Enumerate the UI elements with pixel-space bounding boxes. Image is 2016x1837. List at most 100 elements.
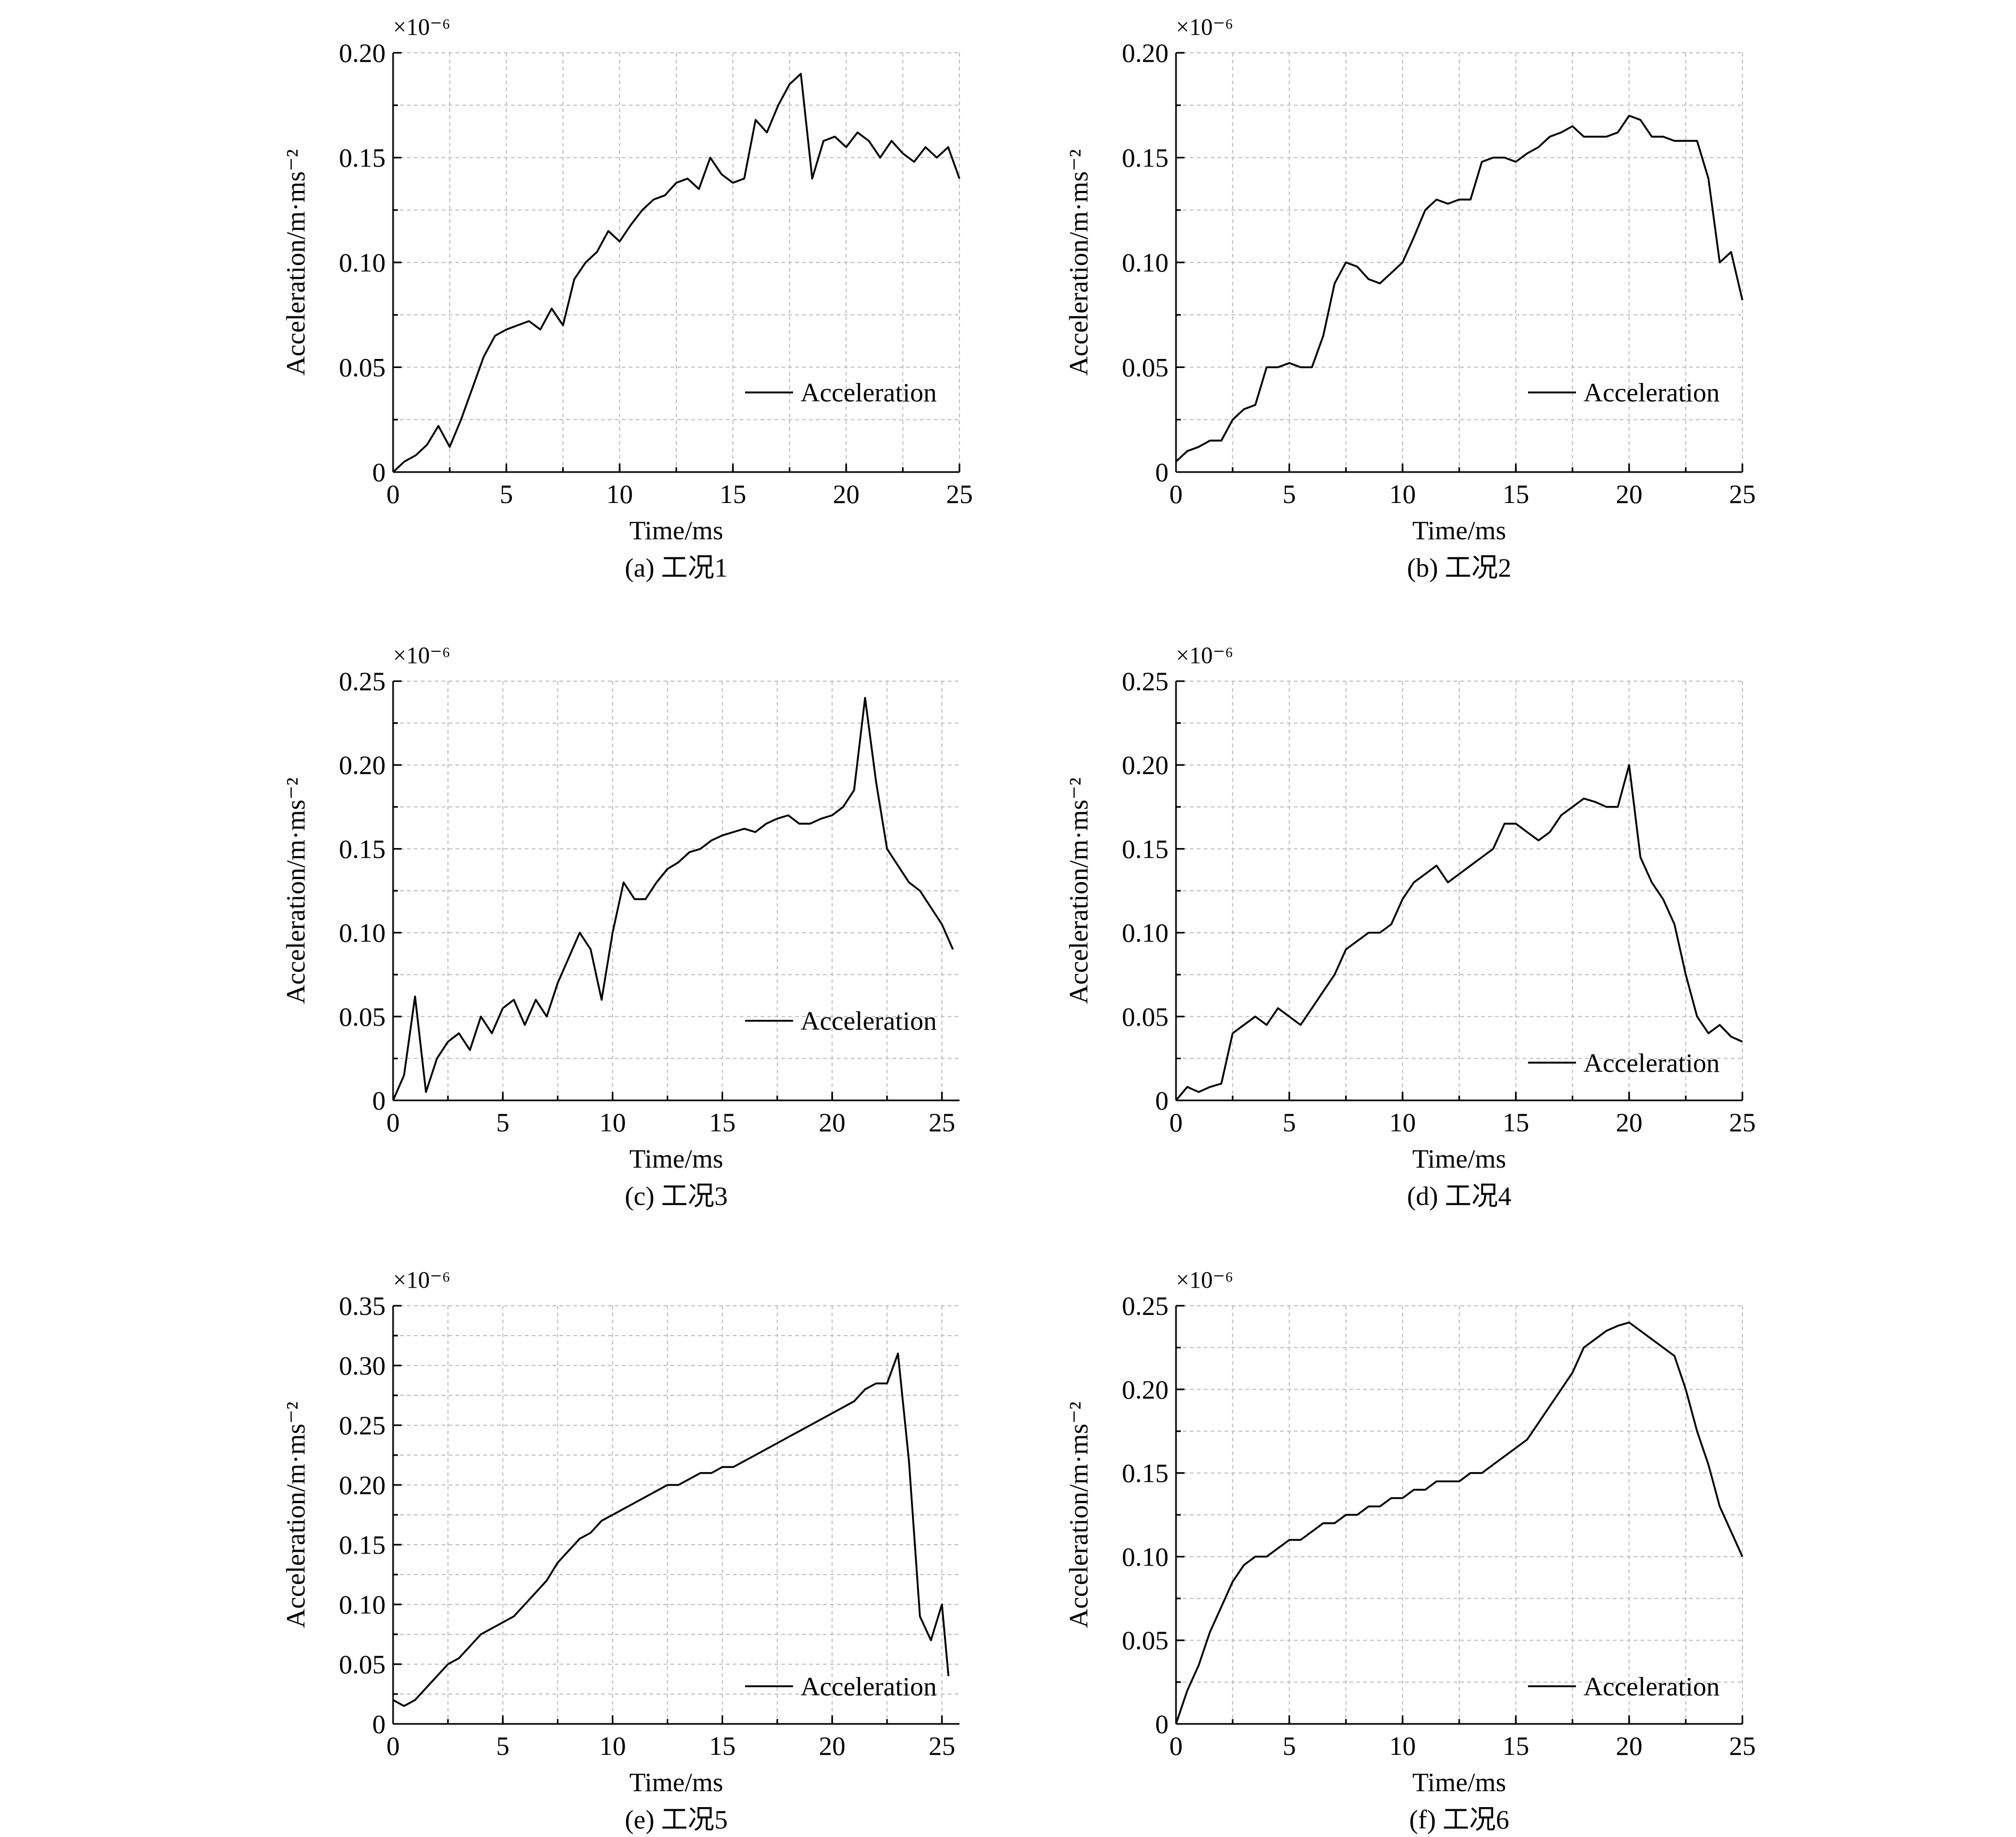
y-tick-label: 0.25 <box>1122 666 1169 696</box>
y-axis-label: Acceleration/m·ms⁻² <box>281 149 310 376</box>
x-tick-label: 15 <box>1502 1107 1529 1137</box>
y-tick-label: 0 <box>1155 1085 1169 1115</box>
x-tick-label: 20 <box>833 479 860 509</box>
y-tick-label: 0 <box>372 1709 386 1739</box>
y-tick-label: 0.20 <box>1122 38 1169 68</box>
y-tick-label: 0.05 <box>339 1002 386 1032</box>
y-tick-label: 0.20 <box>339 750 386 780</box>
legend-label: Acceleration <box>1583 1671 1719 1701</box>
x-tick-label: 25 <box>1729 1731 1756 1761</box>
y-tick-label: 0 <box>1155 1709 1169 1739</box>
x-tick-label: 20 <box>1616 1107 1643 1137</box>
y-axis-label: Acceleration/m·ms⁻² <box>281 1402 310 1628</box>
y-tick-label: 0.05 <box>339 1649 386 1679</box>
series-line-acceleration <box>1175 115 1743 462</box>
y-tick-label: 0.30 <box>339 1351 386 1380</box>
x-tick-label: 15 <box>1502 1731 1529 1761</box>
x-tick-label: 25 <box>946 479 973 509</box>
x-axis-label: Time/ms <box>1412 1144 1506 1173</box>
axis-multiplier: ×10⁻⁶ <box>1176 642 1233 668</box>
y-tick-label: 0.10 <box>1122 918 1169 948</box>
series-line-acceleration <box>1175 764 1743 1101</box>
x-tick-label: 25 <box>1729 479 1756 509</box>
y-tick-label: 0.15 <box>1122 1458 1169 1488</box>
x-tick-label: 15 <box>1502 479 1529 509</box>
y-tick-label: 0.10 <box>339 1590 386 1619</box>
x-tick-label: 0 <box>1170 1107 1183 1137</box>
axis-multiplier: ×10⁻⁶ <box>1176 1267 1233 1293</box>
axis-multiplier: ×10⁻⁶ <box>393 1267 450 1293</box>
chart-panel-1: 0 5 10 15 20 25 0 0.05 0.10 0.15 0.20 ×10⁻⁶ Accelera… <box>281 14 973 582</box>
y-tick-label: 0.20 <box>339 38 386 68</box>
y-tick-label: 0 <box>1155 457 1169 487</box>
legend-label: Acceleration <box>1583 378 1719 408</box>
y-tick-label: 0.35 <box>339 1291 386 1321</box>
y-tick-label: 0.10 <box>1122 1542 1169 1571</box>
x-tick-label: 10 <box>606 479 633 509</box>
x-tick-label: 5 <box>496 1107 509 1137</box>
y-tick-label: 0.05 <box>1122 1002 1169 1032</box>
x-tick-label: 25 <box>1729 1107 1756 1137</box>
y-tick-label: 0.25 <box>339 666 386 696</box>
y-tick-label: 0.20 <box>1122 1375 1169 1404</box>
y-axis-label: Acceleration/m·ms⁻² <box>1063 149 1093 376</box>
chart-panel-3: 0 5 10 15 20 25 0 0.05 0.10 0.15 0.20 0.25 ×10⁻⁶ Acce… <box>281 642 959 1211</box>
chart-caption: (f) 工况6 <box>1409 1804 1509 1834</box>
y-tick-label: 0.15 <box>339 1530 386 1560</box>
chart-panel-2: 0 5 10 15 20 25 0 0.05 0.10 0.15 0.20 ×10⁻⁶ Accelera… <box>1063 14 1756 582</box>
chart-caption: (c) 工况3 <box>625 1181 728 1211</box>
y-tick-label: 0.15 <box>1122 834 1169 864</box>
chart-panel-4: 0 5 10 15 20 25 0 0.05 0.10 0.15 0.20 0.25 ×10⁻⁶ Acce… <box>1063 642 1756 1211</box>
x-tick-label: 0 <box>387 1731 400 1761</box>
series-line-acceleration <box>392 73 961 473</box>
x-axis-label: Time/ms <box>1412 515 1506 545</box>
series-line-acceleration <box>392 697 954 1101</box>
legend-label: Acceleration <box>1583 1048 1719 1077</box>
y-tick-label: 0.15 <box>339 143 386 173</box>
y-tick-label: 0.10 <box>339 918 386 948</box>
series-line-acceleration <box>393 1352 950 1707</box>
x-tick-label: 10 <box>1389 1107 1416 1137</box>
chart-caption: (d) 工况4 <box>1407 1181 1511 1211</box>
y-tick-label: 0.15 <box>339 834 386 864</box>
y-tick-label: 0.20 <box>339 1470 386 1500</box>
x-tick-label: 5 <box>1283 479 1296 509</box>
x-tick-label: 0 <box>387 1107 400 1137</box>
x-tick-label: 20 <box>1616 479 1643 509</box>
x-tick-label: 0 <box>387 479 400 509</box>
x-tick-label: 15 <box>709 1731 735 1761</box>
y-tick-label: 0.05 <box>1122 1625 1169 1655</box>
axis-multiplier: ×10⁻⁶ <box>1176 14 1233 40</box>
chart-caption: (b) 工况2 <box>1407 553 1511 582</box>
y-tick-label: 0.25 <box>1122 1291 1169 1321</box>
y-axis-label: Acceleration/m·ms⁻² <box>281 778 310 1004</box>
y-tick-label: 0.10 <box>1122 247 1169 277</box>
legend-label: Acceleration <box>801 1671 937 1701</box>
y-tick-label: 0.10 <box>339 247 386 277</box>
chart-panel-5: 0 5 10 15 20 25 0 0.05 0.10 0.15 0.20 0.25 0.30 0.35 ×… <box>281 1267 959 1834</box>
chart-caption: (a) 工况1 <box>625 553 728 582</box>
y-axis-label: Acceleration/m·ms⁻² <box>1063 1402 1093 1628</box>
chart-panel-6: 0 5 10 15 20 25 0 0.05 0.10 0.15 0.20 0.25 ×10⁻⁶ Acce… <box>1063 1267 1756 1834</box>
y-tick-label: 0 <box>372 1085 386 1115</box>
axis-multiplier: ×10⁻⁶ <box>393 14 450 40</box>
y-axis-label: Acceleration/m·ms⁻² <box>1063 778 1093 1004</box>
legend-label: Acceleration <box>801 378 937 408</box>
x-tick-label: 0 <box>1170 1731 1183 1761</box>
y-tick-label: 0.05 <box>1122 353 1169 382</box>
x-axis-label: Time/ms <box>629 1767 723 1797</box>
x-tick-label: 20 <box>819 1107 845 1137</box>
x-tick-label: 10 <box>1389 1731 1416 1761</box>
x-tick-label: 10 <box>599 1107 626 1137</box>
x-tick-label: 25 <box>929 1107 955 1137</box>
x-axis-label: Time/ms <box>1412 1767 1506 1797</box>
x-axis-label: Time/ms <box>629 515 723 545</box>
x-tick-label: 15 <box>719 479 746 509</box>
y-tick-label: 0.05 <box>339 353 386 382</box>
chart-caption: (e) 工况5 <box>625 1804 728 1834</box>
y-tick-label: 0.20 <box>1122 750 1169 780</box>
x-axis-label: Time/ms <box>629 1144 723 1173</box>
x-tick-label: 5 <box>1283 1731 1296 1761</box>
x-tick-label: 15 <box>709 1107 735 1137</box>
